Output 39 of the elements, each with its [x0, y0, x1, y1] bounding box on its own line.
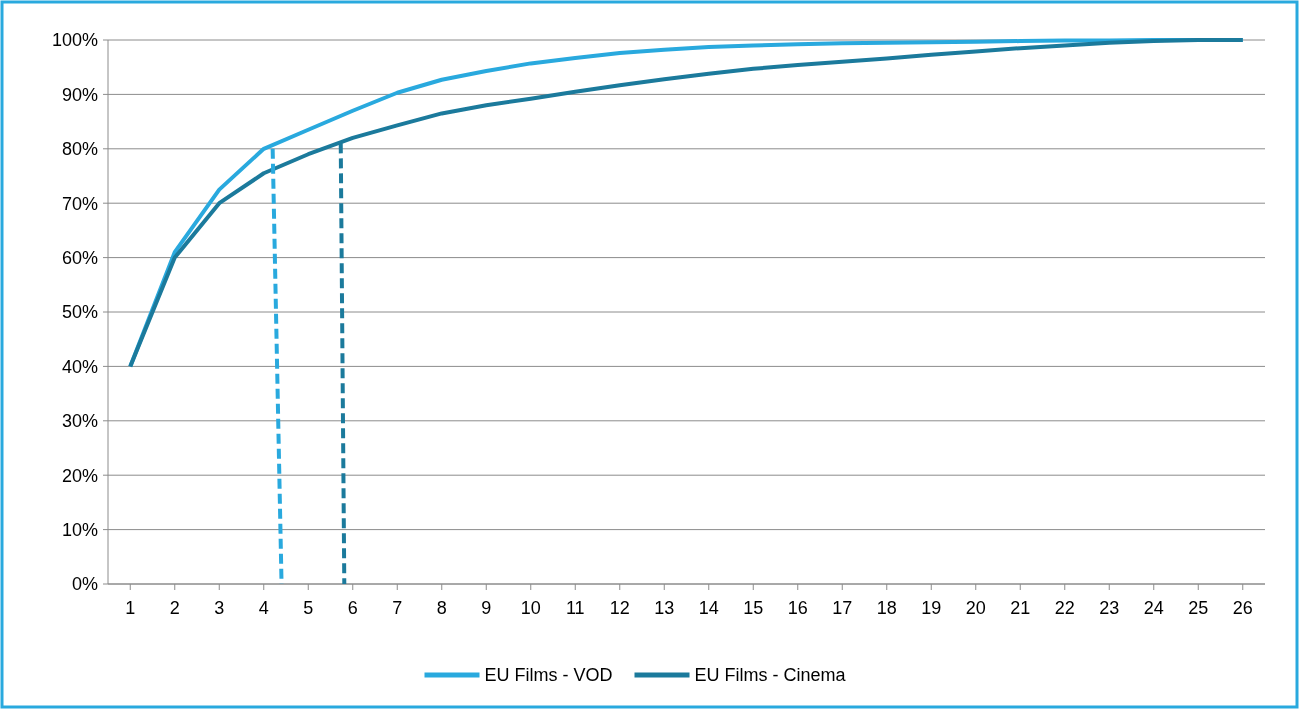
x-tick-label: 23: [1099, 598, 1120, 618]
x-tick-label: 1: [125, 598, 136, 618]
y-tick-label: 60%: [61, 247, 98, 268]
x-tick-label: 7: [392, 598, 403, 618]
x-tick-label: 14: [698, 598, 719, 618]
y-tick-label: 30%: [61, 411, 98, 432]
x-tick-label: 10: [520, 598, 541, 618]
x-tick-label: 11: [565, 598, 585, 618]
x-tick-label: 8: [436, 598, 447, 618]
x-tick-label: 24: [1143, 598, 1164, 618]
x-tick-label: 18: [876, 598, 897, 618]
legend-label: EU Films - VOD: [484, 665, 613, 686]
x-tick-label: 13: [654, 598, 675, 618]
x-tick-label: 20: [965, 598, 986, 618]
y-tick-label: 70%: [61, 193, 98, 214]
x-tick-label: 22: [1054, 598, 1075, 618]
x-tick-label: 5: [303, 598, 314, 618]
y-tick-label: 0%: [71, 574, 98, 595]
legend-label: EU Films - Cinema: [694, 665, 847, 686]
x-tick-label: 16: [787, 598, 808, 618]
x-tick-label: 25: [1188, 598, 1209, 618]
y-tick-label: 40%: [61, 356, 98, 377]
x-tick-label: 21: [1010, 598, 1031, 618]
x-tick-label: 3: [214, 598, 225, 618]
x-tick-label: 12: [609, 598, 630, 618]
x-tick-label: 9: [481, 598, 492, 618]
y-tick-label: 20%: [61, 465, 98, 486]
y-tick-label: 80%: [61, 139, 98, 160]
x-tick-label: 19: [921, 598, 942, 618]
y-tick-label: 10%: [61, 519, 98, 540]
x-tick-label: 6: [347, 598, 358, 618]
y-tick-label: 90%: [61, 84, 98, 105]
y-tick-label: 50%: [61, 302, 98, 323]
x-tick-label: 15: [743, 598, 764, 618]
x-tick-label: 4: [258, 598, 269, 618]
x-tick-label: 2: [169, 598, 180, 618]
x-tick-label: 17: [832, 598, 853, 618]
x-tick-label: 26: [1232, 598, 1253, 618]
y-tick-label: 100%: [51, 30, 98, 51]
